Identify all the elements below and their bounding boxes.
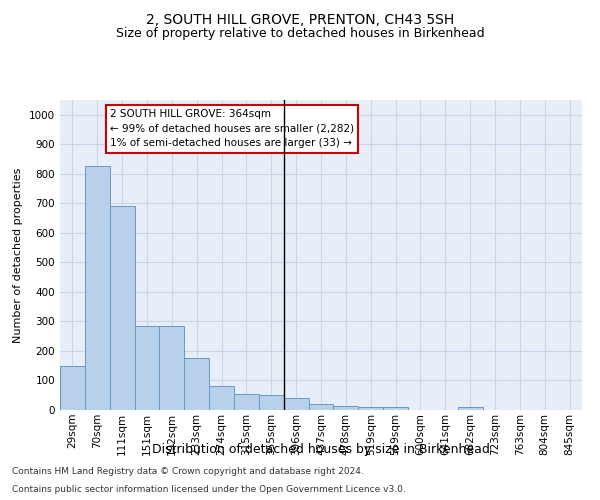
Bar	[284, 398, 308, 410]
Text: 2, SOUTH HILL GROVE, PRENTON, CH43 5SH: 2, SOUTH HILL GROVE, PRENTON, CH43 5SH	[146, 12, 454, 26]
Text: Distribution of detached houses by size in Birkenhead: Distribution of detached houses by size …	[152, 442, 490, 456]
Bar	[308, 404, 334, 410]
Bar	[334, 406, 358, 410]
Text: Contains HM Land Registry data © Crown copyright and database right 2024.: Contains HM Land Registry data © Crown c…	[12, 467, 364, 476]
Bar	[134, 326, 160, 410]
Text: 2 SOUTH HILL GROVE: 364sqm
← 99% of detached houses are smaller (2,282)
1% of se: 2 SOUTH HILL GROVE: 364sqm ← 99% of deta…	[110, 109, 354, 148]
Bar	[358, 407, 383, 410]
Bar	[60, 366, 85, 410]
Text: Contains public sector information licensed under the Open Government Licence v3: Contains public sector information licen…	[12, 485, 406, 494]
Text: Size of property relative to detached houses in Birkenhead: Size of property relative to detached ho…	[116, 28, 484, 40]
Y-axis label: Number of detached properties: Number of detached properties	[13, 168, 23, 342]
Bar	[85, 166, 110, 410]
Bar	[209, 386, 234, 410]
Bar	[234, 394, 259, 410]
Bar	[259, 395, 284, 410]
Bar	[458, 407, 482, 410]
Bar	[184, 358, 209, 410]
Bar	[110, 206, 134, 410]
Bar	[160, 326, 184, 410]
Bar	[383, 407, 408, 410]
